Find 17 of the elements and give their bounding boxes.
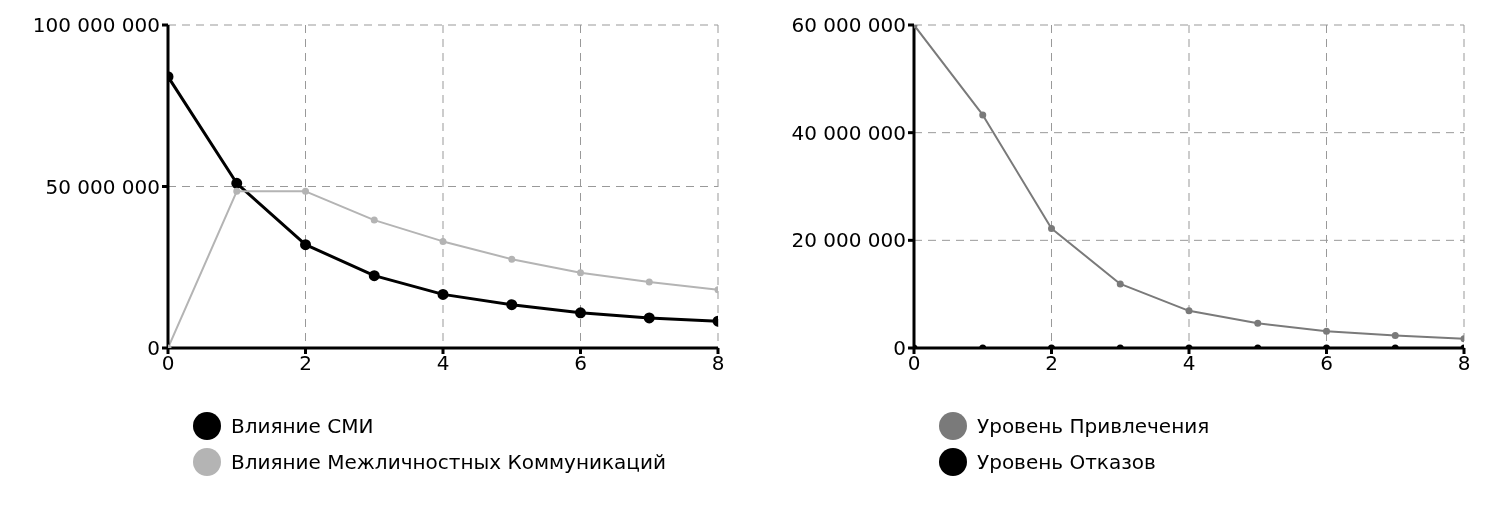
legend-label: Уровень Отказов [977, 450, 1156, 474]
x-tick-label: 2 [1045, 351, 1058, 376]
x-tick-label: 4 [1182, 351, 1196, 376]
legend-label: Уровень Привлечения [977, 414, 1210, 438]
y-tick-label: 60 000 000 [791, 13, 906, 38]
y-tick-label: 20 000 000 [791, 228, 906, 253]
legend-label: Влияние Межличностных Коммуникаций [231, 450, 666, 474]
y-tick-label: 40 000 000 [791, 120, 906, 145]
x-tick-label: 6 [1320, 351, 1333, 376]
y-tick-label: 50 000 000 [45, 174, 160, 199]
x-tick-label: 2 [299, 351, 312, 376]
x-tick-label: 8 [1457, 351, 1471, 376]
x-tick-label: 8 [711, 351, 725, 376]
legend-label: Влияние СМИ [231, 414, 374, 438]
y-tick-label: 100 000 000 [32, 13, 160, 38]
x-tick-label: 4 [436, 351, 450, 376]
x-tick-label: 6 [574, 351, 587, 376]
